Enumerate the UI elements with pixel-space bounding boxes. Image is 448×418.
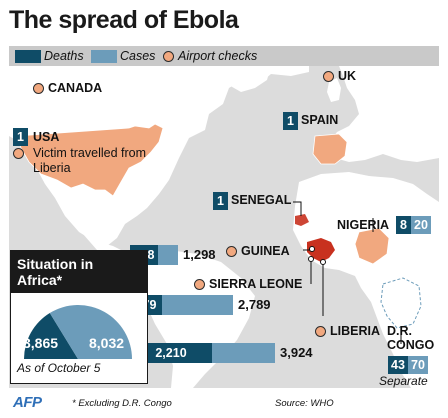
legend: Deaths Cases Airport checks [9, 46, 439, 66]
situation-gauge [24, 305, 132, 359]
drc-deaths-box: 43 [388, 356, 408, 374]
guinea-label: GUINEA [226, 244, 290, 258]
situation-deaths: 3,865 [23, 335, 59, 351]
deaths-swatch [15, 49, 41, 63]
senegal-shape [295, 214, 309, 226]
legend-deaths: Deaths [15, 49, 84, 63]
liberia-cases-label: 3,924 [280, 345, 313, 360]
situation-cases: 8,032 [89, 335, 125, 351]
footer-source: Source: WHO [275, 398, 334, 409]
south-america-landmass [137, 250, 255, 388]
spain-name: SPAIN [301, 113, 339, 127]
cases-swatch [91, 49, 117, 63]
sierra-leone-cases-label: 2,789 [238, 297, 271, 312]
legend-cases: Cases [91, 49, 155, 63]
north-america-landmass [9, 66, 309, 246]
sierra-leone-name: SIERRA LEONE [209, 277, 303, 291]
usa-deaths-box: 1 [13, 128, 28, 146]
liberia-deaths-bar: 2,210 [130, 343, 212, 363]
europe-landmass [327, 66, 439, 162]
liberia-label: LIBERIA [315, 324, 380, 338]
legend-cases-label: Cases [120, 49, 156, 63]
uk-airport-dot-icon [323, 70, 334, 82]
usa-name: USA [33, 130, 60, 144]
canada-airport-dot-icon [33, 82, 44, 94]
gauge-deaths-segment [24, 313, 78, 359]
page-title: The spread of Ebola [9, 6, 239, 34]
senegal-deaths-box: 1 [213, 192, 228, 210]
drc-note: Separate outbreak [379, 374, 428, 389]
uk-landmass [327, 78, 341, 102]
legend-deaths-label: Deaths [44, 49, 84, 63]
sierra-leone-airport-dot-icon [194, 278, 205, 290]
usa-airport [13, 148, 28, 159]
usa-airport-dot-icon [13, 148, 24, 159]
drc-name: D.R. CONGO [387, 324, 435, 352]
guinea-airport-dot-icon [226, 245, 237, 257]
greenland-landmass [215, 66, 271, 92]
canada-label: CANADA [33, 81, 102, 95]
senegal-name: SENEGAL [231, 193, 292, 207]
footer-note: * Excluding D.R. Congo [72, 398, 172, 409]
airport-dot-icon [163, 50, 174, 62]
sierra-leone-marker [308, 256, 314, 262]
nigeria-name: NIGERIA [337, 218, 390, 232]
afp-logo: AFP [13, 394, 42, 411]
uk-label: UK [323, 69, 356, 83]
drc-outline [380, 277, 422, 329]
liberia-airport-dot-icon [315, 325, 326, 337]
situation-title: Situation in Africa* [11, 251, 147, 293]
canada-name: CANADA [48, 81, 103, 95]
spain-deaths-box: 1 [283, 112, 298, 130]
guinea-name: GUINEA [241, 244, 290, 258]
sierra-leone-label: SIERRA LEONE [194, 277, 302, 291]
ebola-countries-shape [307, 238, 335, 262]
usa-shape [16, 123, 164, 197]
gauge-cases-segment [49, 305, 132, 359]
situation-as-of: As of October 5 [17, 361, 101, 375]
legend-airport-label: Airport checks [178, 49, 258, 63]
spain-shape [312, 133, 348, 165]
guinea-marker [309, 246, 315, 252]
usa-note: Victim travelled from Liberia [33, 146, 146, 175]
nigeria-shape [354, 227, 390, 265]
nigeria-cases-box: 20 [411, 216, 431, 234]
nigeria-deaths-box: 8 [396, 216, 411, 234]
uk-name: UK [338, 69, 357, 83]
guinea-cases-label: 1,298 [183, 247, 216, 262]
liberia-marker [320, 259, 326, 265]
senegal-leader-line [293, 201, 302, 216]
drc-cases-box: 70 [408, 356, 428, 374]
situation-panel: Situation in Africa* 3,865 8,032 As of O… [10, 250, 148, 384]
legend-airport: Airport checks [163, 49, 257, 63]
liberia-name: LIBERIA [330, 324, 380, 338]
